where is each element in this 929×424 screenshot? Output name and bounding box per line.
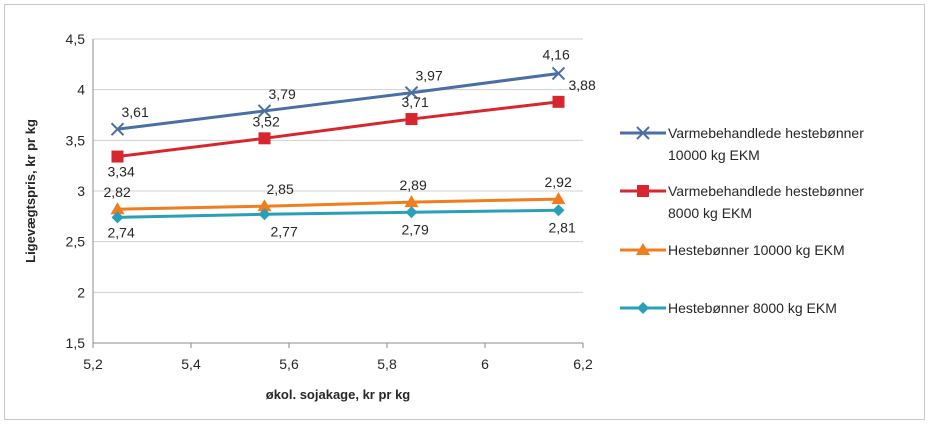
data-point — [405, 113, 418, 126]
data-label: 3,88 — [569, 77, 596, 93]
y-tick-label: 2,5 — [66, 234, 86, 250]
marker-stroke — [257, 104, 272, 118]
series-line-4 — [117, 208, 559, 219]
data-point — [552, 204, 565, 217]
y-tick-labels: 4,5 4 3,5 3 2,5 2 1,5 — [66, 31, 86, 351]
data-label: 2,77 — [271, 223, 298, 239]
legend-marker — [637, 185, 649, 197]
data-point — [111, 150, 124, 163]
data-label: 2,79 — [402, 221, 429, 237]
x-tick-label: 5,2 — [83, 356, 103, 372]
y-tick-label: 4,5 — [66, 31, 86, 47]
marker-stroke — [636, 126, 650, 140]
data-point — [110, 122, 125, 136]
legend-label: Varmebehandlede hestebønner — [668, 183, 864, 199]
marker-stroke — [551, 66, 566, 81]
series-line-2 — [117, 100, 559, 159]
x-tick-label: 6,2 — [573, 356, 593, 372]
data-point — [258, 132, 271, 145]
data-label: 3,61 — [122, 104, 149, 120]
data-label: 3,79 — [269, 86, 296, 102]
data-point — [257, 104, 272, 118]
y-tick-label: 4 — [77, 82, 85, 98]
data-point — [552, 95, 565, 108]
data-label: 3,71 — [402, 94, 429, 110]
data-label: 2,81 — [549, 219, 576, 235]
data-point — [551, 66, 566, 81]
data-label: 3,34 — [108, 164, 135, 180]
legend-entry-4: Hestebønner 8000 kg EKM — [620, 300, 837, 316]
data-point — [405, 206, 418, 219]
chart-frame: 4,5 4 3,5 3 2,5 2 1,5 5,2 5,4 5,6 5,8 6 6,2 3,61 3,7… — [4, 4, 925, 420]
marker-stroke — [110, 122, 125, 136]
marker-stroke — [404, 85, 419, 100]
data-label: 2,85 — [267, 181, 294, 197]
data-label: 3,97 — [416, 68, 443, 84]
data-point — [258, 208, 271, 221]
x-tick-label: 5,4 — [181, 356, 201, 372]
x-tick-labels: 5,2 5,4 5,6 5,8 6 6,2 — [83, 356, 593, 372]
y-tick-label: 3 — [77, 183, 85, 199]
data-point — [110, 202, 125, 215]
series-group — [110, 66, 566, 224]
legend-label: Hestebønner 8000 kg EKM — [668, 300, 837, 316]
y-tick-label: 1,5 — [66, 335, 86, 351]
legend-marker — [636, 243, 650, 255]
data-label: 3,52 — [253, 113, 280, 129]
legend-entry-1: Varmebehandlede hestebønner 10000 kg EKM — [620, 125, 864, 163]
data-point — [404, 195, 419, 208]
x-tick-label: 6 — [481, 356, 489, 372]
legend-label: 10000 kg EKM — [668, 147, 760, 163]
data-label: 2,89 — [400, 177, 427, 193]
x-tick-label: 5,8 — [377, 356, 397, 372]
legend-marker — [636, 126, 650, 140]
x-axis-title: økol. sojakage, kr pr kg — [266, 387, 411, 402]
data-point — [404, 85, 419, 100]
y-tick-label: 3,5 — [66, 132, 86, 148]
legend-entry-3: Hestebønner 10000 kg EKM — [620, 242, 845, 258]
series-line-1 — [117, 71, 559, 131]
series-line-3 — [117, 197, 559, 211]
data-point — [257, 199, 272, 212]
y-axis-title: Ligevægtspris, kr pr kg — [23, 119, 38, 263]
data-point — [551, 192, 566, 205]
legend-label: Hestebønner 10000 kg EKM — [668, 242, 845, 258]
legend-marker — [637, 302, 649, 314]
gridlines — [93, 38, 583, 344]
y-tick-label: 2 — [77, 284, 85, 300]
data-labels: 3,61 3,79 3,97 4,16 3,34 3,52 3,71 3,88 2,82 2,85… — [104, 46, 596, 240]
data-label: 2,92 — [545, 174, 572, 190]
data-label: 4,16 — [543, 46, 570, 62]
legend-entry-2: Varmebehandlede hestebønner 8000 kg EKM — [620, 183, 864, 221]
legend-label: 8000 kg EKM — [668, 205, 752, 221]
line-chart: 4,5 4 3,5 3 2,5 2 1,5 5,2 5,4 5,6 5,8 6 6,2 3,61 3,7… — [23, 31, 864, 402]
legend-label: Varmebehandlede hestebønner — [668, 125, 864, 141]
data-label: 2,74 — [108, 224, 135, 240]
x-tick-label: 5,6 — [279, 356, 299, 372]
axes — [92, 39, 584, 348]
data-label: 2,82 — [104, 184, 131, 200]
data-point — [111, 211, 124, 224]
